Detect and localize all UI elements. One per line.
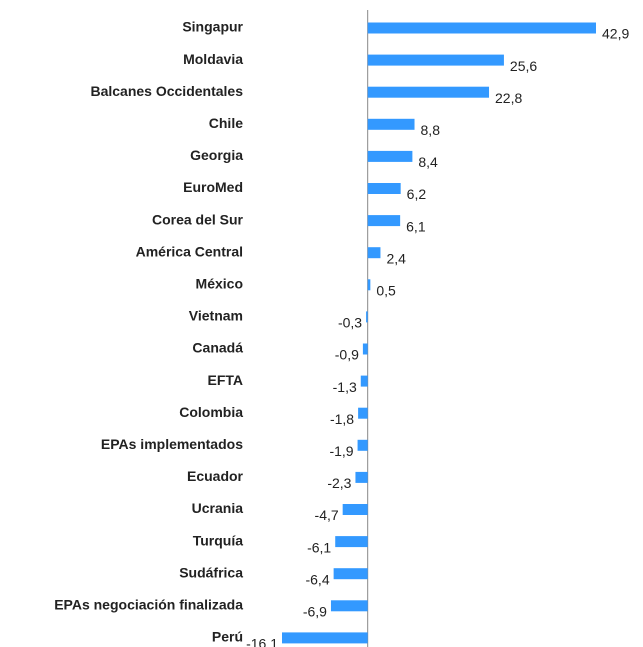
value-label: -16,1	[246, 636, 278, 647]
value-label: -1,9	[329, 443, 353, 459]
bar	[333, 568, 368, 580]
value-label: 6,1	[406, 218, 426, 234]
value-label: -4,7	[315, 507, 339, 523]
value-label: 8,8	[421, 122, 441, 138]
category-label: Ecuador	[187, 468, 244, 484]
value-label: 42,9	[602, 26, 629, 42]
bar	[330, 600, 368, 612]
category-label: Corea del Sur	[152, 211, 244, 227]
bar	[360, 375, 368, 387]
bar	[367, 183, 401, 194]
category-label: EuroMed	[183, 179, 243, 195]
value-label: 25,6	[510, 58, 537, 74]
value-label: -1,3	[333, 379, 357, 395]
bar	[367, 118, 415, 130]
value-label: 6,2	[407, 186, 427, 202]
value-label: 22,8	[495, 90, 522, 106]
bar	[362, 343, 368, 355]
category-label: Vietnam	[189, 308, 243, 324]
category-label: Balcanes Occidentales	[90, 83, 243, 99]
category-label: Moldavia	[183, 51, 243, 67]
value-label: -2,3	[327, 475, 351, 491]
category-label: Colombia	[179, 404, 243, 420]
value-label: 0,5	[376, 283, 396, 299]
bar	[282, 632, 368, 644]
value-label: 2,4	[386, 250, 406, 266]
value-label: -0,3	[338, 315, 362, 331]
category-label: América Central	[136, 243, 243, 259]
bar	[367, 150, 413, 162]
category-label: Georgia	[190, 147, 243, 163]
bar	[358, 407, 368, 419]
value-label: -0,9	[335, 347, 359, 363]
category-label: Chile	[209, 115, 243, 131]
bar	[367, 86, 490, 98]
category-label: Perú	[212, 629, 243, 645]
category-label: Ucrania	[192, 500, 244, 516]
category-label: EFTA	[207, 372, 243, 388]
bar	[367, 22, 596, 34]
bar	[367, 279, 371, 291]
category-label: EPAs negociación finalizada	[54, 597, 243, 613]
bar	[367, 54, 504, 66]
value-label: -6,1	[307, 539, 331, 555]
bar	[355, 471, 368, 483]
value-label: -6,4	[305, 571, 329, 587]
bar	[357, 439, 368, 451]
category-label: Sudáfrica	[179, 564, 243, 580]
value-label: -6,9	[303, 604, 327, 620]
bar	[342, 504, 368, 515]
category-label: Turquía	[193, 532, 244, 548]
category-label: México	[196, 276, 243, 292]
value-label: 8,4	[418, 154, 438, 170]
bar	[367, 215, 401, 227]
bar	[367, 247, 381, 259]
bar	[366, 311, 368, 323]
value-label: -1,8	[330, 411, 354, 427]
category-label: EPAs implementados	[101, 436, 243, 452]
category-label: Singapur	[182, 19, 243, 35]
category-label: Canadá	[192, 340, 243, 356]
bar	[335, 536, 368, 548]
